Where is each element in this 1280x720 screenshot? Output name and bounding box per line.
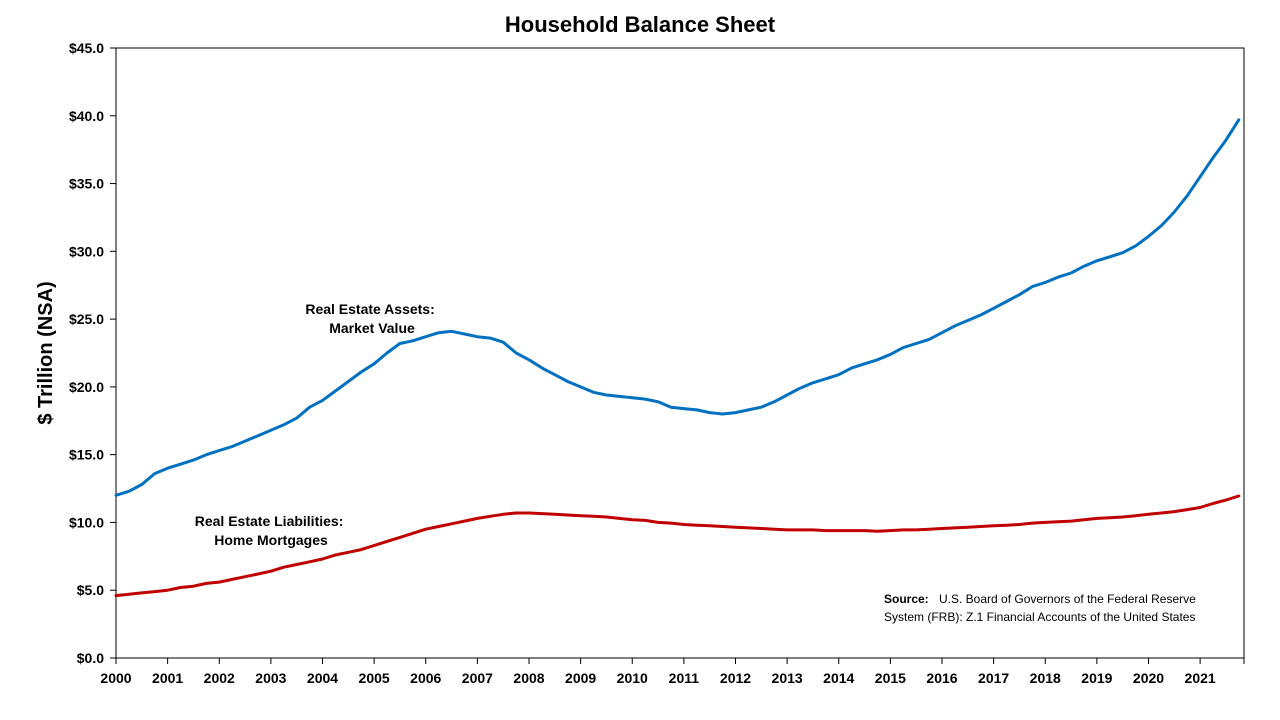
liabilities-annotation-line1: Real Estate Liabilities: <box>195 513 344 529</box>
x-tick-label: 2006 <box>410 670 441 686</box>
source-note: Source: U.S. Board of Governors of the F… <box>884 592 1199 624</box>
x-tick-label: 2008 <box>513 670 544 686</box>
y-tick-label: $5.0 <box>77 582 104 598</box>
assets-annotation: Real Estate Assets: Market Value <box>305 301 438 336</box>
x-tick-label: 2011 <box>669 670 700 686</box>
x-tick-label: 2009 <box>565 670 596 686</box>
x-tick-label: 2001 <box>152 670 183 686</box>
y-tick-label: $25.0 <box>69 311 104 327</box>
x-tick-label: 2013 <box>772 670 803 686</box>
x-tick-label: 2020 <box>1133 670 1164 686</box>
x-tick-label: 2003 <box>255 670 286 686</box>
y-axis-label: $ Trillion (NSA) <box>35 281 57 424</box>
source-line2: System (FRB): Z.1 Financial Accounts of … <box>884 610 1195 624</box>
x-axis: 2000 2001 2002 2003 2004 2005 2006 2007 2008 2009… <box>100 658 1245 686</box>
assets-annotation-line1: Real Estate Assets: <box>305 301 434 317</box>
y-tick-label: $40.0 <box>69 108 104 124</box>
source-label: Source: <box>884 592 929 606</box>
assets-series-line <box>114 118 1241 497</box>
y-tick-label: $45.0 <box>69 40 104 56</box>
liabilities-series-line <box>114 494 1241 598</box>
x-tick-label: 2004 <box>307 670 338 686</box>
y-tick-label: $15.0 <box>69 447 104 463</box>
x-tick-label: 2017 <box>978 670 1009 686</box>
y-tick-label: $35.0 <box>69 176 104 192</box>
x-tick-label: 2018 <box>1030 670 1061 686</box>
y-tick-label: $10.0 <box>69 514 104 530</box>
x-tick-label: 2000 <box>100 670 131 686</box>
assets-annotation-line2: Market Value <box>329 320 415 336</box>
plot-area <box>115 47 1245 659</box>
y-tick-label: $30.0 <box>69 243 104 259</box>
x-tick-label: 2021 <box>1185 670 1216 686</box>
y-tick-label: $0.0 <box>77 650 104 666</box>
x-tick-label: 2014 <box>823 670 854 686</box>
x-tick-label: 2019 <box>1081 670 1112 686</box>
x-tick-label: 2012 <box>720 670 751 686</box>
x-tick-label: 2015 <box>875 670 906 686</box>
x-tick-label: 2010 <box>617 670 648 686</box>
series-layer <box>114 118 1241 598</box>
x-tick-label: 2007 <box>462 670 493 686</box>
y-axis: $0.0 $5.0 $10.0 $15.0 $20.0 $25.0 $30.0 $35.0 $4… <box>69 40 116 666</box>
x-tick-label: 2016 <box>926 670 957 686</box>
x-tick-label: 2005 <box>359 670 390 686</box>
source-line1: U.S. Board of Governors of the Federal R… <box>939 592 1196 606</box>
liabilities-annotation-line2: Home Mortgages <box>214 532 328 548</box>
chart-title: Household Balance Sheet <box>505 12 776 37</box>
y-tick-label: $20.0 <box>69 379 104 395</box>
x-tick-label: 2002 <box>204 670 235 686</box>
liabilities-annotation: Real Estate Liabilities: Home Mortgages <box>195 513 348 548</box>
